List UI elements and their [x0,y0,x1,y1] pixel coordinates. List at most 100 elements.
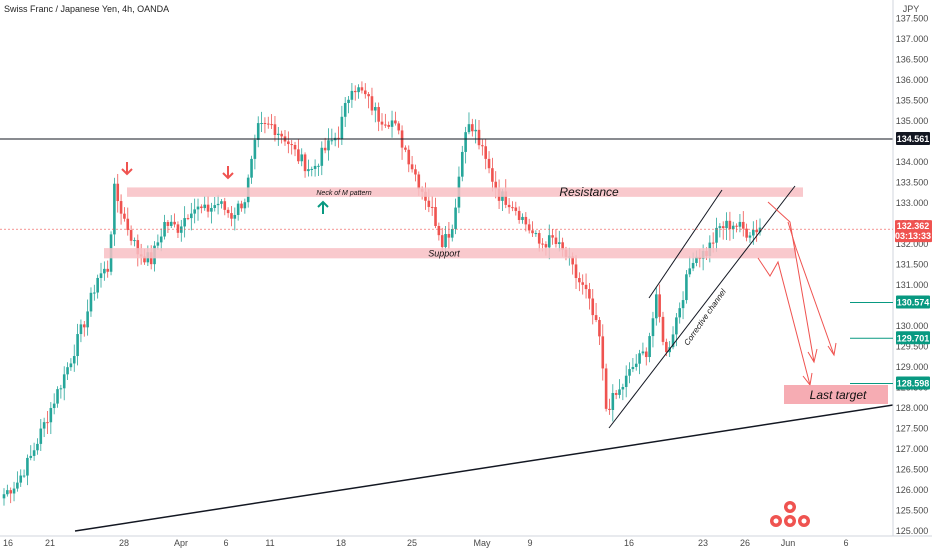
forecast-arrow-1-head [807,348,818,364]
candle-body [357,87,360,93]
price-tick-label: 135.500 [896,96,929,106]
price-tick-label: 131.500 [896,260,929,270]
time-tick-group[interactable]: 16 21 28 Apr 6 11 18 25 May 9 16 23 26 Jun 6 [3,538,849,548]
time-tick-label: Apr [174,538,188,548]
candle-body [103,268,106,274]
current-price-value: 132.362 [897,221,930,231]
candle-body [524,216,528,225]
candle-body [721,226,725,229]
candle-body [200,206,203,209]
time-tick-label: 11 [265,538,274,548]
candle-body [243,202,247,209]
candle-body [270,124,273,126]
candle-body [658,294,661,317]
candle-body [86,311,89,328]
time-tick-label: May [473,538,491,548]
current-price-tag: 132.362 03:13:33 [895,220,932,243]
candle-body [240,203,243,209]
time-tick-label: 16 [3,538,13,548]
candle-body [310,168,314,170]
price-tick-label: 133.500 [896,178,929,188]
candle-body [618,389,621,395]
watermark-logo-icon [770,501,810,527]
candle-body [581,282,585,285]
candle-body [551,235,554,238]
candle-body [614,393,618,395]
candle-body [628,369,631,376]
candle-body [250,158,253,178]
candle-body [213,205,217,208]
price-tick-label: 127.500 [896,424,929,434]
candle-body [22,475,26,477]
candle-body [129,230,133,241]
candle-body [26,457,29,476]
candle-body [735,225,738,227]
price-axis[interactable] [893,0,932,550]
candle-body [688,268,692,275]
candle-body [143,256,146,263]
candle-body [561,242,564,250]
candle-body [337,137,340,139]
time-tick-label: 6 [223,538,228,548]
candle-body [32,450,36,456]
time-tick-label: 16 [624,538,634,548]
candle-body [711,242,715,244]
candle-body [223,201,227,210]
forecast-arrow-2 [787,221,835,356]
candle-body [39,428,43,444]
level-tags: 134.561 130.574 129.701 128.598 [850,131,930,390]
candle-body [313,165,317,169]
candle-body [280,133,283,137]
candle-body [62,374,66,389]
candle-body [531,230,534,234]
candle-body [347,99,350,104]
candle-body [644,351,648,358]
candle-body [380,121,384,125]
candle-body [665,341,668,353]
candle-body [444,234,447,248]
level-tag-bg [896,131,930,145]
candle-body [190,213,193,219]
candle-body [671,334,675,348]
candle-body [541,243,544,245]
level-tag-bg [896,295,930,309]
current-price-countdown: 03:13:33 [895,231,931,241]
candle-body [367,94,370,97]
candle-body [731,225,735,230]
candle-body [106,268,109,272]
candle-body [323,147,327,151]
candle-body [437,225,441,236]
candle-body [226,209,230,214]
candle-body [598,319,601,337]
candle-body [370,96,374,111]
candle-body [511,207,514,209]
candle-body [56,389,59,404]
candle-body [360,87,364,91]
target-zone [784,385,888,404]
candle-body [126,218,130,231]
level-tag-bg [896,331,930,345]
candle-body [307,169,310,172]
candle-body [266,123,270,125]
candle-body [119,201,123,214]
candle-body [648,336,651,358]
candle-body [374,107,377,111]
candle-body [414,169,417,175]
time-tick-label: 9 [527,538,532,548]
level-tag-bg [896,376,930,390]
candle-body [738,221,742,227]
price-tick-label: 136.000 [896,75,929,85]
price-tick-label: 127.000 [896,444,929,454]
candle-body [159,236,163,243]
candle-body [82,324,86,328]
candle-body [317,165,320,167]
candle-body [113,183,116,235]
candle-body [474,129,477,132]
candle-body [447,234,451,238]
candle-body [116,183,120,202]
candle-body [263,123,267,125]
candle-body [16,482,19,489]
candle-body [327,140,330,151]
candle-body [156,242,160,246]
